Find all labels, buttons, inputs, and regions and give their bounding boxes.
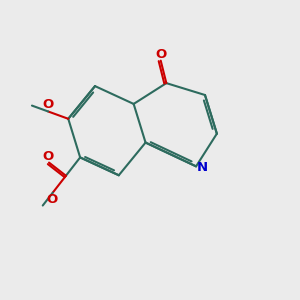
Text: N: N — [197, 161, 208, 174]
Text: O: O — [42, 98, 53, 111]
Text: O: O — [46, 193, 58, 206]
Text: O: O — [156, 48, 167, 61]
Text: O: O — [42, 150, 53, 163]
